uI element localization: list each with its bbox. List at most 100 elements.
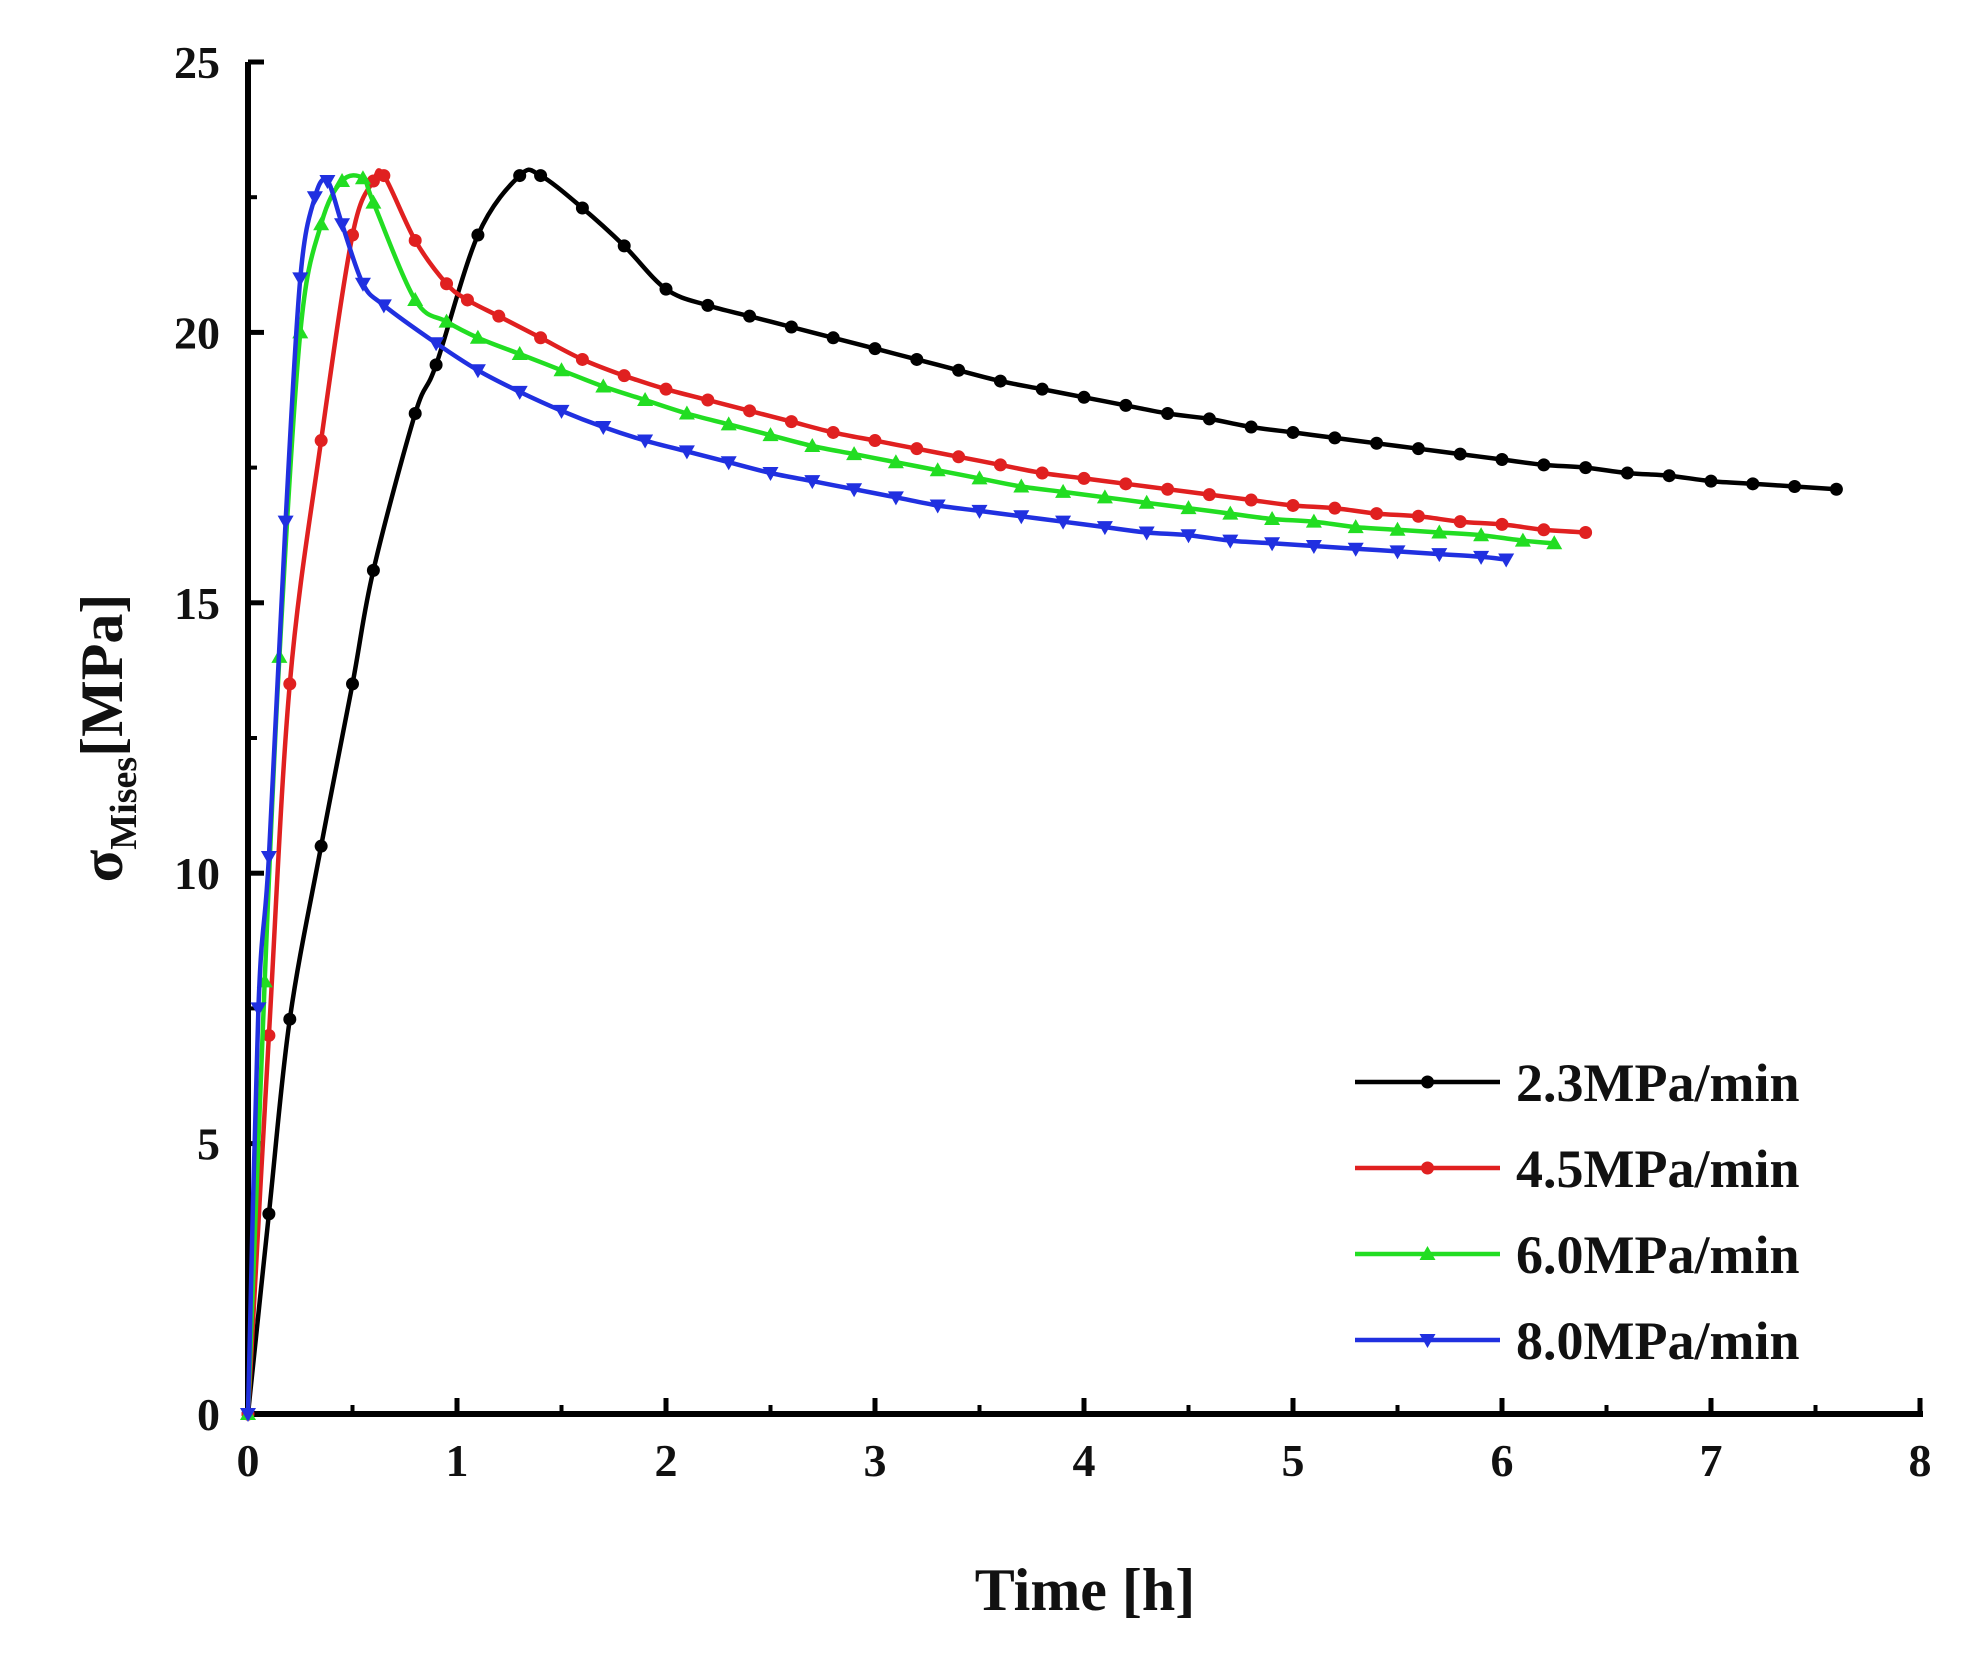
data-point (1473, 550, 1490, 565)
data-point (1495, 452, 1509, 466)
data-point (826, 425, 840, 439)
data-point (804, 437, 821, 452)
data-point (701, 298, 715, 312)
data-point (354, 277, 371, 292)
data-point (595, 378, 612, 393)
data-point (617, 369, 631, 383)
x-axis-title: Time [h] (975, 1557, 1196, 1623)
data-point (910, 352, 924, 366)
legend: 2.3MPa/min 4.5MPa/min 6.0MPa/min 8.0MPa/min (1355, 1053, 1799, 1371)
data-point (678, 445, 695, 460)
data-point (784, 415, 798, 429)
data-point (553, 362, 570, 377)
data-point (1829, 482, 1843, 496)
data-point (804, 475, 821, 490)
x-tick-label: 2 (655, 1435, 678, 1486)
x-tick-label: 4 (1073, 1435, 1096, 1486)
data-point (929, 499, 946, 514)
data-point (910, 442, 924, 456)
series-3 (240, 170, 1563, 1420)
data-point (250, 1002, 267, 1017)
data-point (1264, 537, 1281, 552)
data-point (1035, 466, 1049, 480)
data-point (659, 382, 673, 396)
data-point (492, 309, 506, 323)
data-point (929, 462, 946, 477)
legend-swatch-marker (1421, 1161, 1434, 1175)
data-point (868, 434, 882, 448)
data-point (1328, 431, 1342, 445)
data-point (993, 374, 1007, 388)
data-point (1411, 442, 1425, 456)
data-point (1055, 515, 1072, 530)
legend-label: 2.3MPa/min (1516, 1053, 1799, 1113)
data-point (1473, 527, 1490, 542)
data-point (283, 677, 297, 691)
data-point (952, 450, 966, 464)
data-point (1161, 482, 1175, 496)
data-point (952, 363, 966, 377)
data-point (1096, 489, 1113, 504)
plot-area (240, 167, 1843, 1422)
data-point (1013, 510, 1030, 525)
data-point (314, 839, 328, 853)
data-point (438, 313, 455, 328)
legend-swatch-marker (1419, 1334, 1436, 1348)
data-point (1431, 548, 1448, 563)
data-point (354, 170, 371, 185)
data-point (1096, 521, 1113, 536)
series-1 (241, 167, 1843, 1421)
data-point (292, 272, 309, 287)
data-point (1370, 507, 1384, 521)
data-point (408, 407, 422, 421)
data-point (377, 169, 391, 183)
data-point (1202, 488, 1216, 502)
data-point (1286, 498, 1300, 512)
series-2 (241, 168, 1593, 1421)
x-tick-label: 5 (1282, 1435, 1305, 1486)
x-tick-label: 3 (864, 1435, 887, 1486)
data-point (1077, 471, 1091, 485)
data-point (1411, 509, 1425, 523)
y-tick-label: 5 (197, 1119, 220, 1170)
series-4 (240, 174, 1515, 1422)
data-point (534, 169, 548, 183)
data-point (637, 434, 654, 449)
data-point (575, 201, 589, 215)
data-point (408, 233, 422, 247)
data-point (1138, 494, 1155, 509)
data-point (1222, 505, 1239, 520)
data-point (1035, 382, 1049, 396)
data-point (846, 483, 863, 498)
data-point (1579, 525, 1593, 539)
data-point (1514, 532, 1531, 547)
data-point (1453, 515, 1467, 529)
data-point (868, 342, 882, 356)
x-tick-label: 8 (1909, 1435, 1932, 1486)
legend-swatch-marker (1419, 1246, 1436, 1260)
data-point (1202, 412, 1216, 426)
data-point (460, 293, 474, 307)
data-point (1244, 493, 1258, 507)
data-point (1328, 501, 1342, 515)
data-point (743, 309, 757, 323)
legend-item: 2.3MPa/min (1355, 1053, 1799, 1113)
data-point (1746, 477, 1760, 491)
tick-labels: 0 1 2 3 4 5 6 7 8 0 5 10 15 20 25 (174, 37, 1932, 1486)
y-axis-title-subscript: Mises (103, 757, 145, 850)
data-point (595, 421, 612, 436)
data-point (743, 404, 757, 418)
x-tick-label: 1 (446, 1435, 469, 1486)
y-tick-label: 15 (174, 578, 220, 629)
y-axis-title-unit: [MPa] (69, 594, 135, 757)
series-line (245, 167, 1837, 1415)
data-point (784, 320, 798, 334)
data-point (319, 174, 336, 189)
data-point (334, 218, 351, 233)
data-point (1546, 535, 1563, 550)
data-point (1305, 513, 1322, 528)
x-tick-label: 0 (237, 1435, 260, 1486)
data-point (346, 228, 359, 242)
data-point (993, 458, 1007, 472)
